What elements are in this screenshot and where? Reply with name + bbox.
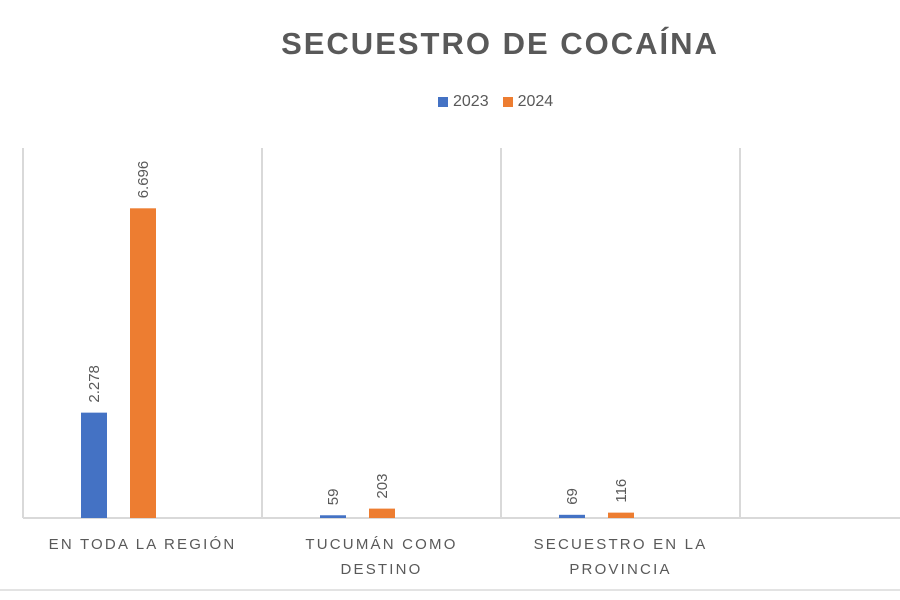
legend-swatch-2023 (438, 97, 448, 107)
legend: 2023 2024 (438, 93, 553, 111)
bar-2023 (559, 514, 585, 518)
category-label: SECUESTRO EN LA (534, 536, 708, 553)
category-label: PROVINCIA (569, 561, 671, 578)
bar-2023 (81, 412, 107, 518)
legend-item-2024: 2024 (502, 93, 554, 111)
bottom-border (0, 589, 900, 591)
bar-2024 (130, 208, 156, 518)
data-label-2023: 2.278 (86, 365, 103, 403)
data-label-2024: 116 (613, 479, 630, 503)
bar-2023 (320, 515, 346, 518)
legend-label-2024: 2024 (517, 93, 554, 110)
legend-label-2023: 2023 (453, 93, 489, 110)
legend-swatch-2024 (502, 97, 513, 107)
category-label: EN TODA LA REGIÓN (49, 536, 237, 553)
legend-item-2023: 2023 (438, 93, 489, 111)
data-label-2023: 69 (564, 488, 581, 505)
category-label: TUCUMÁN COMO (305, 536, 457, 553)
data-label-2024: 6.696 (135, 161, 152, 199)
chart-title: SECUESTRO DE COCAÍNA (281, 26, 719, 61)
data-label-2023: 59 (325, 489, 342, 506)
bar-2024 (608, 512, 634, 518)
data-label-2024: 203 (374, 474, 391, 499)
category-label: DESTINO (340, 561, 422, 578)
bar-2024 (369, 508, 395, 518)
